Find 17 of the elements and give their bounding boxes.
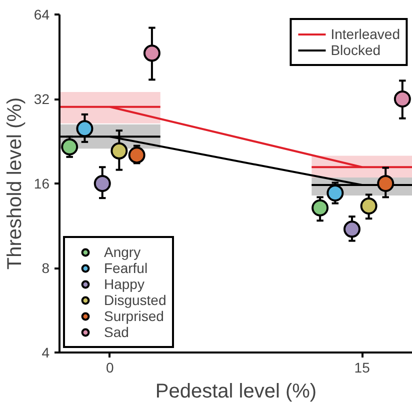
legend-label: Surprised	[104, 308, 164, 324]
y-tick-label: 32	[34, 91, 50, 107]
y-axis-title: Threshold level (%)	[4, 97, 26, 270]
legend-label: Happy	[104, 276, 144, 292]
x-axis-title: Pedestal level (%)	[155, 380, 317, 402]
legend-label: Interleaved	[330, 26, 400, 42]
legend-label: Blocked	[330, 42, 381, 58]
y-tick-label: 64	[34, 6, 50, 22]
legend-label: Angry	[104, 244, 141, 260]
x-tick-label: 15	[354, 360, 370, 376]
y-tick-label: 4	[42, 344, 50, 360]
x-tick-label: 0	[106, 360, 114, 376]
y-tick-label: 16	[34, 176, 50, 192]
legend-label: Disgusted	[104, 292, 166, 308]
legend-label: Fearful	[104, 260, 148, 276]
y-tick-label: 8	[42, 260, 50, 276]
legend-label: Sad	[104, 324, 129, 340]
